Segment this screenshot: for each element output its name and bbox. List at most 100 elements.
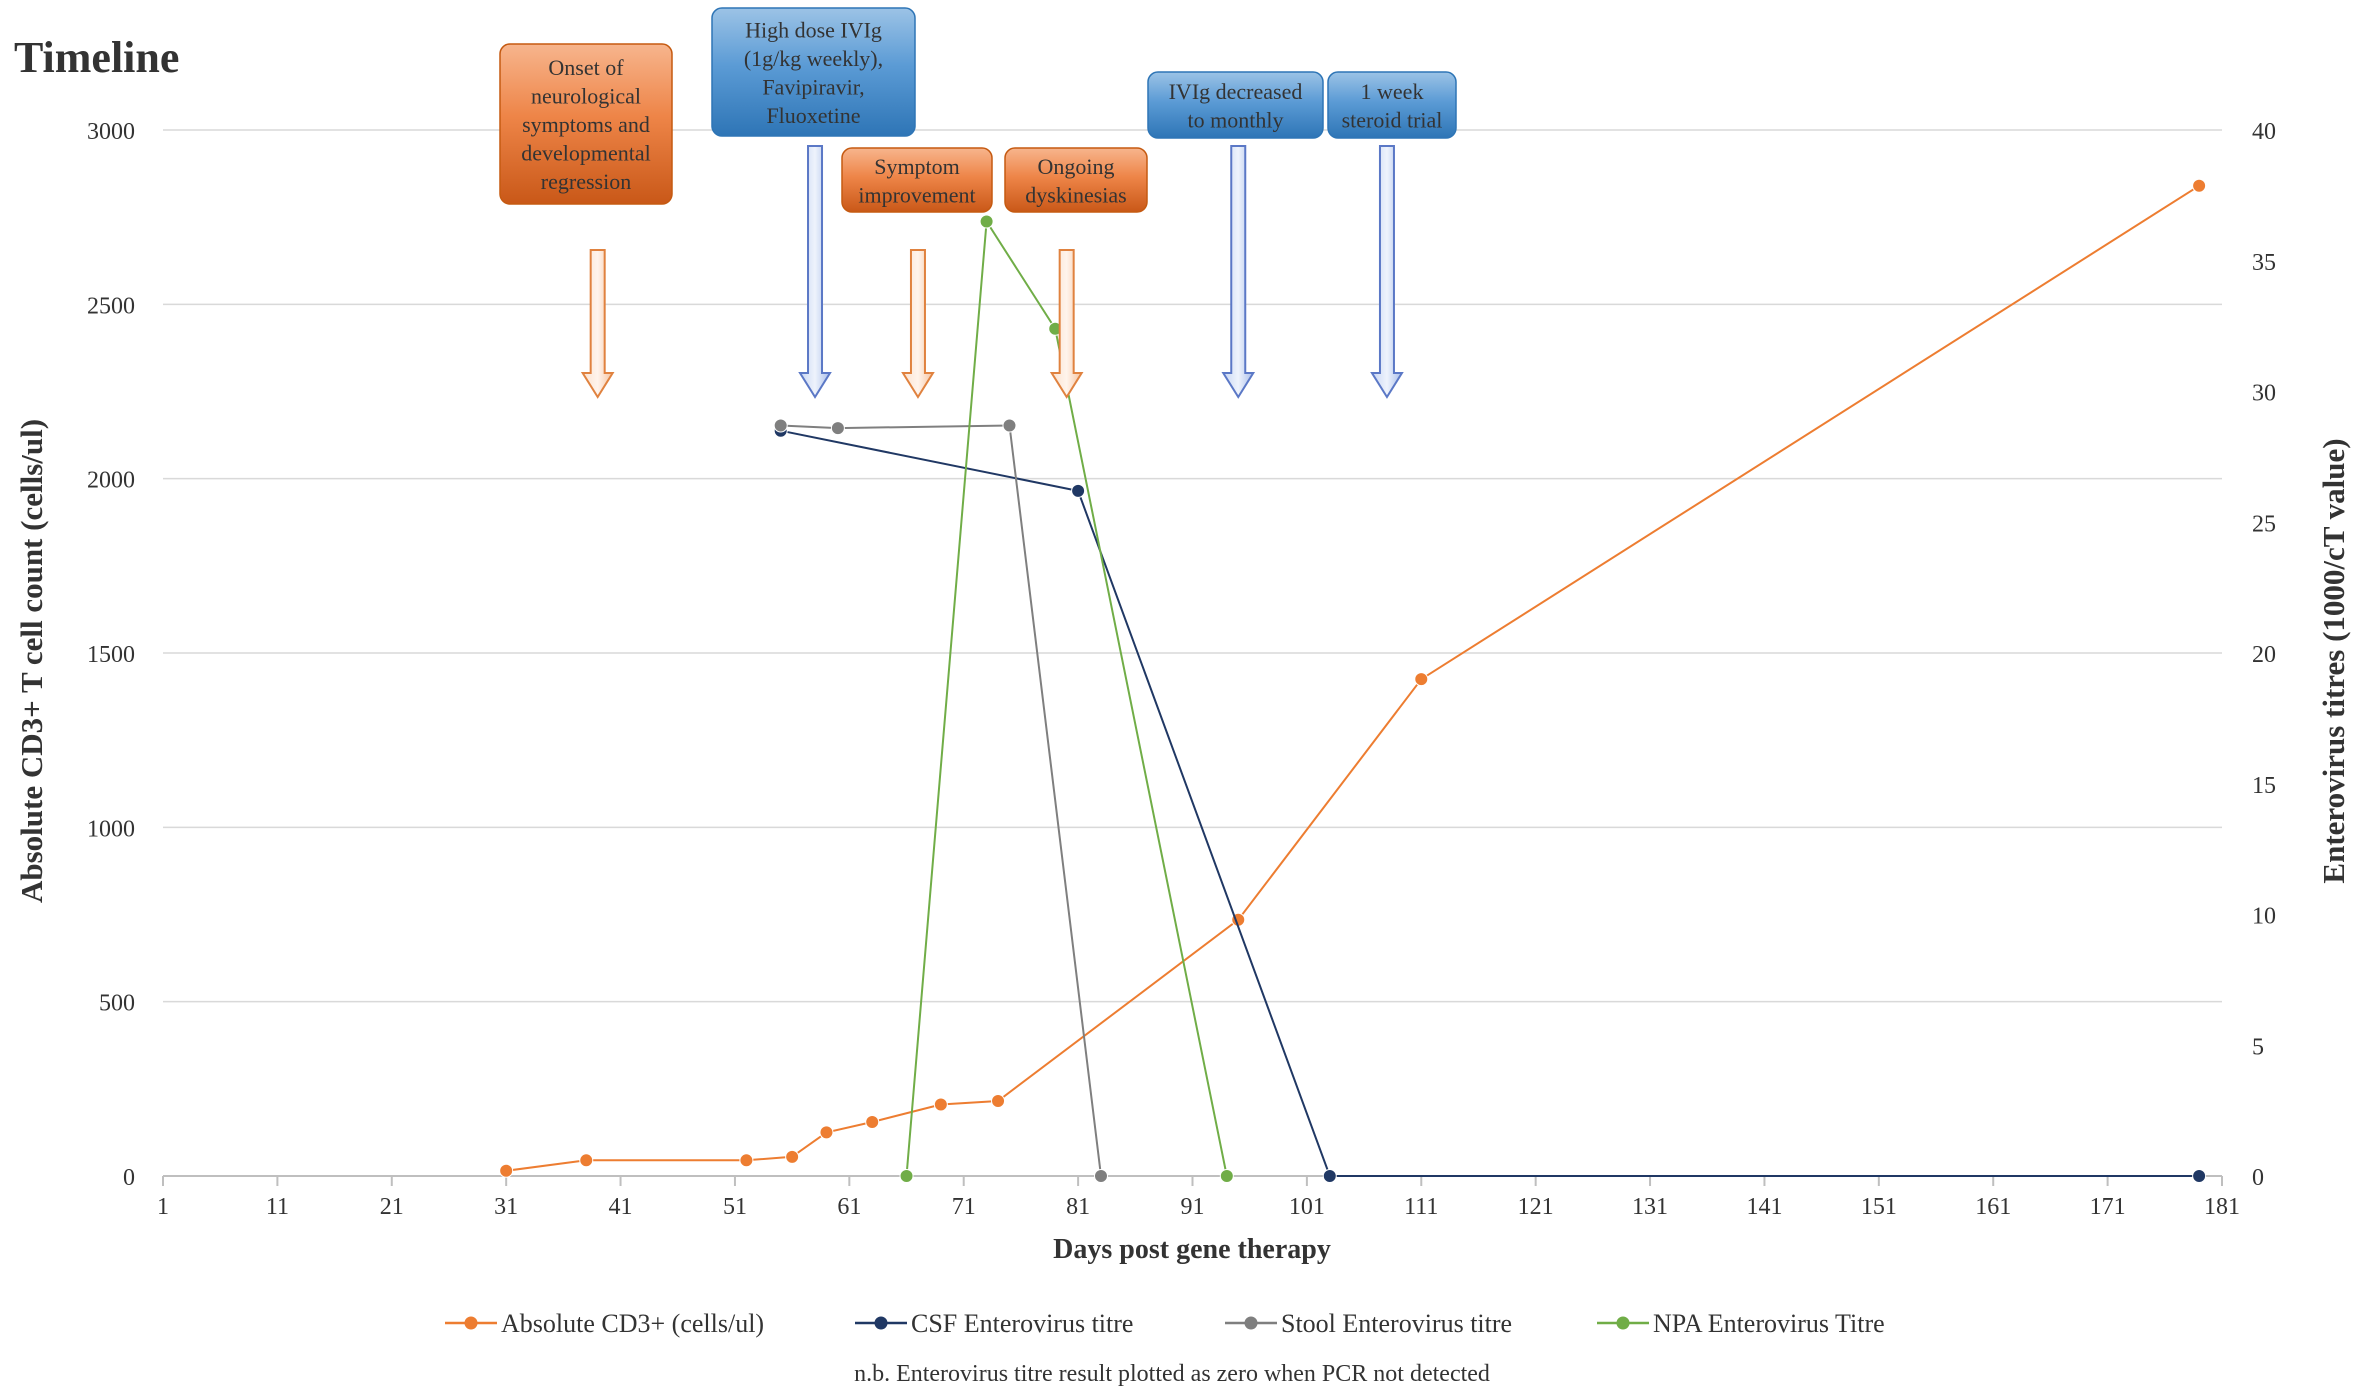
- x-tick-labels: 1 11 21 31 41 51 61 71 81 91 101 111 121 131 141 151 161…: [157, 1194, 2240, 1220]
- data-point: [830, 421, 845, 436]
- annotation-text: Onset of: [548, 55, 624, 80]
- annotation-text: to monthly: [1188, 107, 1284, 132]
- x-tick-label: 21: [380, 1194, 404, 1220]
- annotation-box: [499, 43, 673, 205]
- y-left-tick-label: 0: [123, 1165, 135, 1191]
- legend-item-0: Absolute CD3+ (cells/ul): [445, 1309, 764, 1338]
- x-tick-label: 81: [1066, 1194, 1090, 1220]
- data-point: [979, 214, 994, 229]
- y-left-tick-label: 3000: [87, 119, 135, 145]
- legend-item-3: NPA Enterovirus Titre: [1597, 1309, 1885, 1338]
- y-right-tick-label: 25: [2252, 511, 2276, 537]
- annotation-box: [841, 147, 993, 213]
- data-point: [1071, 483, 1086, 498]
- annotation-arrow-1: [798, 145, 832, 399]
- y-right-tick-label: 35: [2252, 250, 2276, 276]
- y-axis-left-label: Absolute CD3+ T cell count (cells/ul): [14, 419, 49, 903]
- data-point: [819, 1125, 834, 1140]
- annotation-text: improvement: [858, 182, 975, 207]
- gridlines: [163, 129, 2222, 1003]
- legend: Absolute CD3+ (cells/ul) CSF Enterovirus …: [445, 1309, 1885, 1338]
- data-point: [1093, 1169, 1108, 1183]
- data-point: [1219, 1169, 1234, 1183]
- y-axis-right-label: Enterovirus titres (1000/cT value): [2316, 438, 2351, 883]
- annotation-text: symptoms and: [522, 112, 650, 137]
- y-right-tick-label: 10: [2252, 904, 2276, 930]
- x-tick-label: 51: [723, 1194, 747, 1220]
- annotation-text: Fluoxetine: [766, 103, 860, 128]
- annotation-arrow-4: [1221, 145, 1256, 399]
- y-left-tick-labels: 0 500 1000 1500 2000 2500 3000: [87, 119, 135, 1191]
- legend-swatch-marker: [1616, 1316, 1630, 1330]
- legend-item-1: CSF Enterovirus titre: [855, 1309, 1133, 1338]
- data-point: [991, 1094, 1006, 1109]
- legend-swatch-marker: [1244, 1316, 1258, 1330]
- data-point: [2192, 178, 2207, 193]
- annotation-2: Symptom improvement: [841, 147, 993, 213]
- series-2: [773, 418, 1108, 1183]
- axes: [162, 1175, 2223, 1186]
- annotation-text: High dose IVIg: [745, 17, 882, 42]
- x-tick-label: 31: [494, 1194, 518, 1220]
- annotation-5: 1 week steroid trial: [1327, 71, 1457, 139]
- footnote: n.b. Enterovirus titre result plotted as…: [854, 1361, 1490, 1387]
- annotation-arrow-2: [901, 249, 935, 399]
- x-tick-label: 41: [609, 1194, 633, 1220]
- series-3: [899, 214, 1234, 1183]
- legend-label: CSF Enterovirus titre: [911, 1309, 1133, 1338]
- x-tick-label: 71: [952, 1194, 976, 1220]
- x-tick-label: 1: [157, 1194, 169, 1220]
- x-tick-label: 121: [1518, 1194, 1554, 1220]
- annotation-4: IVIg decreased to monthly: [1147, 71, 1324, 139]
- data-point: [773, 418, 788, 433]
- series-0: [499, 178, 2207, 1178]
- y-right-tick-label: 15: [2252, 773, 2276, 799]
- series-line: [905, 218, 1228, 1177]
- y-left-tick-label: 2000: [87, 468, 135, 494]
- legend-swatch-marker: [874, 1316, 888, 1330]
- annotation-text: (1g/kg weekly),: [744, 46, 883, 71]
- annotation-text: developmental: [521, 141, 651, 166]
- legend-swatch-marker: [464, 1316, 478, 1330]
- x-tick-label: 111: [1404, 1194, 1438, 1220]
- legend-label: NPA Enterovirus Titre: [1653, 1309, 1885, 1338]
- annotation-text: IVIg decreased: [1169, 79, 1303, 104]
- x-tick-label: 151: [1861, 1194, 1897, 1220]
- x-tick-label: 101: [1289, 1194, 1325, 1220]
- series-line: [780, 429, 2200, 1177]
- data-point: [865, 1114, 880, 1129]
- legend-label: Stool Enterovirus titre: [1281, 1309, 1512, 1338]
- x-tick-label: 181: [2204, 1194, 2240, 1220]
- series-line: [780, 424, 1102, 1177]
- annotation-text: Favipiravir,: [762, 74, 864, 99]
- y-left-tick-label: 500: [99, 991, 135, 1017]
- data-point: [899, 1169, 914, 1183]
- annotation-box: [1147, 71, 1324, 139]
- data-point: [1322, 1169, 1337, 1183]
- data-point: [499, 1163, 514, 1178]
- annotation-text: 1 week: [1361, 79, 1424, 104]
- data-point: [1002, 418, 1017, 433]
- y-left-tick-label: 1000: [87, 816, 135, 842]
- x-tick-label: 11: [266, 1194, 289, 1220]
- annotation-text: Ongoing: [1038, 154, 1115, 179]
- data-point: [1414, 672, 1429, 687]
- data-point: [785, 1149, 800, 1164]
- series-layer: [499, 178, 2207, 1183]
- chart-title: Timeline: [14, 33, 179, 82]
- series-1: [773, 423, 2207, 1183]
- annotation-text: dyskinesias: [1025, 182, 1126, 207]
- x-tick-label: 91: [1181, 1194, 1205, 1220]
- annotation-text: regression: [541, 169, 631, 194]
- data-point: [739, 1153, 754, 1168]
- annotations: Onset of neurological symptoms and developm…: [499, 7, 1457, 399]
- annotation-arrow-3: [1049, 249, 1084, 399]
- y-right-tick-labels: 0 5 10 15 20 25 30 35 40: [2252, 119, 2276, 1191]
- y-right-tick-label: 30: [2252, 381, 2276, 407]
- y-right-tick-label: 5: [2252, 1034, 2264, 1060]
- legend-label: Absolute CD3+ (cells/ul): [501, 1309, 764, 1338]
- annotation-text: steroid trial: [1342, 107, 1443, 132]
- y-right-tick-label: 20: [2252, 642, 2276, 668]
- x-tick-label: 141: [1746, 1194, 1782, 1220]
